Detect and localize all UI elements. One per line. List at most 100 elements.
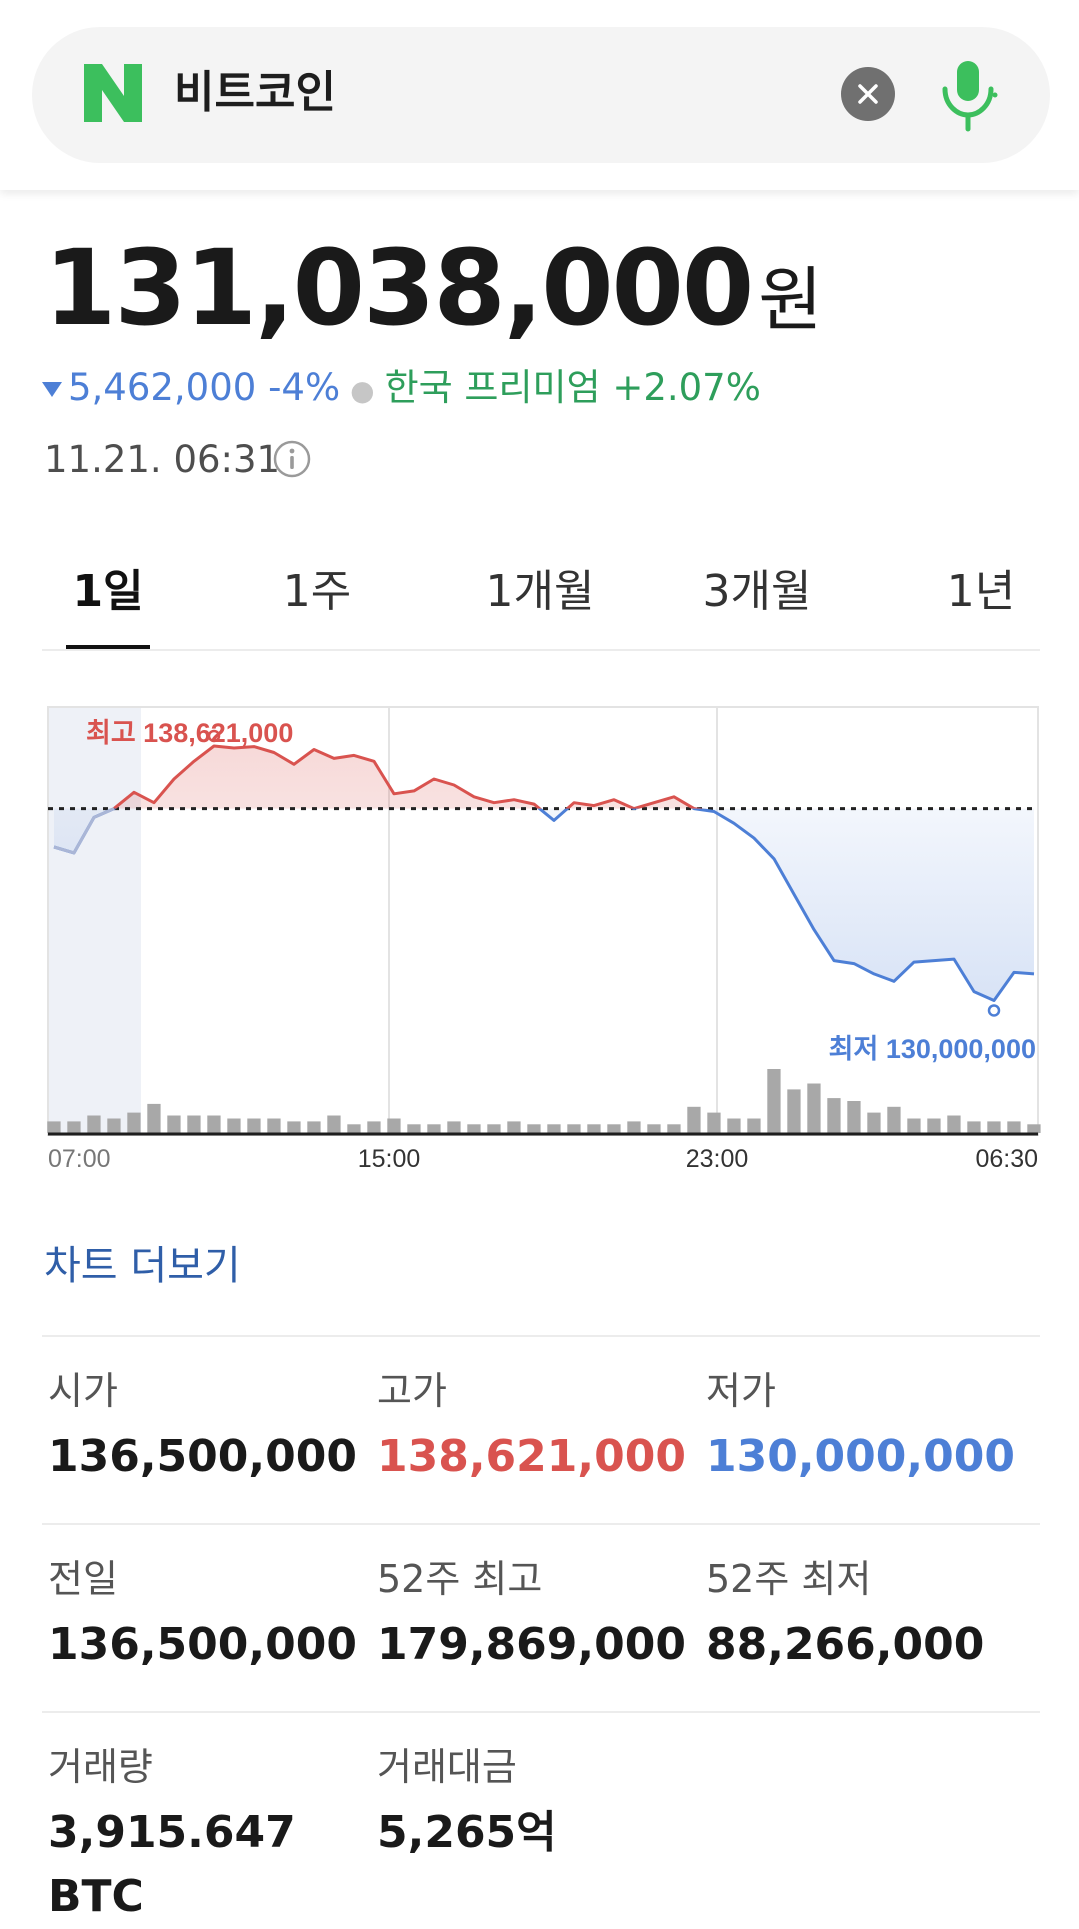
volume-bar: [167, 1115, 181, 1133]
volume-bar: [287, 1121, 301, 1133]
volume-bar: [467, 1124, 481, 1133]
search-header: 비트코인: [0, 0, 1079, 190]
volume-bar: [147, 1103, 161, 1133]
week52-low-label: 52주 최저: [706, 1557, 872, 1601]
volume-bar: [987, 1121, 1001, 1133]
naver-logo[interactable]: [82, 62, 144, 124]
turnover-label: 거래대금: [377, 1745, 517, 1789]
volume-bar: [607, 1124, 621, 1133]
volume-bar: [1027, 1124, 1041, 1133]
more-chart-link[interactable]: 차트 더보기: [44, 1243, 241, 1289]
volume-bar: [47, 1121, 61, 1133]
change-row: 5,462,000 -4% ● 한국 프리미엄 +2.07%: [42, 366, 761, 413]
volume-bar: [547, 1124, 561, 1133]
volume-bar: [947, 1115, 961, 1133]
volume-bar: [967, 1121, 981, 1133]
volume-bar: [507, 1121, 521, 1133]
volume-bar: [107, 1118, 121, 1133]
prev-close-label: 전일: [48, 1557, 118, 1601]
volume-bar: [707, 1112, 721, 1133]
area-below-reference: [54, 808, 1034, 1001]
stats-divider-2: [42, 1711, 1040, 1713]
tab-1week[interactable]: 1주: [282, 566, 352, 617]
price-chart[interactable]: 최고 138,621,000 최저 130,000,000 07:00 15:0…: [44, 700, 1044, 1180]
area-above-reference: [114, 746, 694, 809]
high-label: 최고 138,621,000: [86, 718, 293, 748]
volume-bar: [447, 1121, 461, 1133]
volume-bar: [487, 1124, 501, 1133]
volume-bar: [367, 1121, 381, 1133]
volume-bar: [727, 1118, 741, 1133]
volume-bar: [187, 1115, 201, 1133]
volume-bar: [347, 1124, 361, 1133]
pre-session-shade: [49, 708, 141, 1134]
price-value: 131,038,000: [44, 227, 754, 349]
volume-bar: [327, 1115, 341, 1133]
x-tick-2300: 23:00: [686, 1145, 749, 1173]
open-label: 시가: [48, 1369, 118, 1413]
volume-value: 3,915.647: [48, 1807, 296, 1858]
low-label: 최저 130,000,000: [829, 1034, 1036, 1064]
price-change: 5,462,000 -4%: [68, 366, 341, 409]
volume-bar: [867, 1112, 881, 1133]
volume-bar: [907, 1118, 921, 1133]
volume-bar: [787, 1089, 801, 1133]
volume-bar: [67, 1121, 81, 1133]
pre-session-line: [53, 807, 115, 855]
volume-bar: [567, 1124, 581, 1133]
volume-bar: [87, 1115, 101, 1133]
volume-bar: [887, 1106, 901, 1133]
volume-bar: [527, 1124, 541, 1133]
microphone-icon[interactable]: [937, 57, 1001, 133]
period-tabs: 1일 1주 1개월 3개월 1년: [42, 553, 1040, 651]
price-unit: 원: [758, 259, 822, 341]
tab-1month[interactable]: 1개월: [485, 566, 595, 617]
volume-bar: [207, 1115, 221, 1133]
volume-bar: [767, 1069, 781, 1133]
volume-bar: [267, 1118, 281, 1133]
clear-icon[interactable]: [841, 67, 895, 121]
volume-bar: [247, 1118, 261, 1133]
volume-bar: [847, 1101, 861, 1133]
stats-divider-top: [42, 1335, 1040, 1337]
volume-label: 거래량: [48, 1745, 153, 1789]
stats-divider-1: [42, 1523, 1040, 1525]
tab-1year[interactable]: 1년: [946, 566, 1016, 617]
volume-bar: [1007, 1121, 1021, 1133]
volume-bar: [927, 1118, 941, 1133]
volume-bar: [427, 1124, 441, 1133]
low-price-value: 130,000,000: [706, 1431, 1015, 1482]
week52-high-label: 52주 최고: [377, 1557, 543, 1601]
x-tick-0630: 06:30: [975, 1145, 1038, 1173]
search-query[interactable]: 비트코인: [174, 67, 336, 118]
tab-1day[interactable]: 1일: [72, 566, 144, 617]
low-marker: [987, 1004, 1001, 1017]
volume-bar: [647, 1124, 661, 1133]
open-value: 136,500,000: [48, 1431, 357, 1482]
korea-premium: 한국 프리미엄 +2.07%: [384, 366, 761, 409]
turnover-value: 5,265억: [377, 1807, 557, 1858]
volume-bar: [687, 1106, 701, 1133]
volume-bar: [127, 1112, 141, 1133]
high-marker: [207, 729, 221, 743]
volume-bar: [307, 1121, 321, 1133]
volume-bar: [227, 1118, 241, 1133]
price-line-below: [53, 808, 1035, 1002]
active-tab-indicator: [66, 645, 150, 649]
volume-bar: [407, 1124, 421, 1133]
volume-unit: BTC: [48, 1871, 144, 1922]
volume-bar: [827, 1098, 841, 1133]
tab-3month[interactable]: 3개월: [702, 566, 812, 617]
week52-high-value: 179,869,000: [377, 1619, 686, 1670]
volume-bar: [667, 1124, 681, 1133]
x-tick-0700: 07:00: [48, 1145, 111, 1173]
current-price: 131,038,000원: [44, 227, 823, 360]
x-tick-1500: 15:00: [358, 1145, 421, 1173]
volume-bar: [387, 1118, 401, 1133]
volume-bar: [627, 1121, 641, 1133]
down-arrow-icon: [42, 382, 62, 397]
info-icon[interactable]: [272, 439, 312, 479]
volume-bar: [747, 1118, 761, 1133]
volume-bar: [587, 1124, 601, 1133]
week52-low-value: 88,266,000: [706, 1619, 985, 1670]
